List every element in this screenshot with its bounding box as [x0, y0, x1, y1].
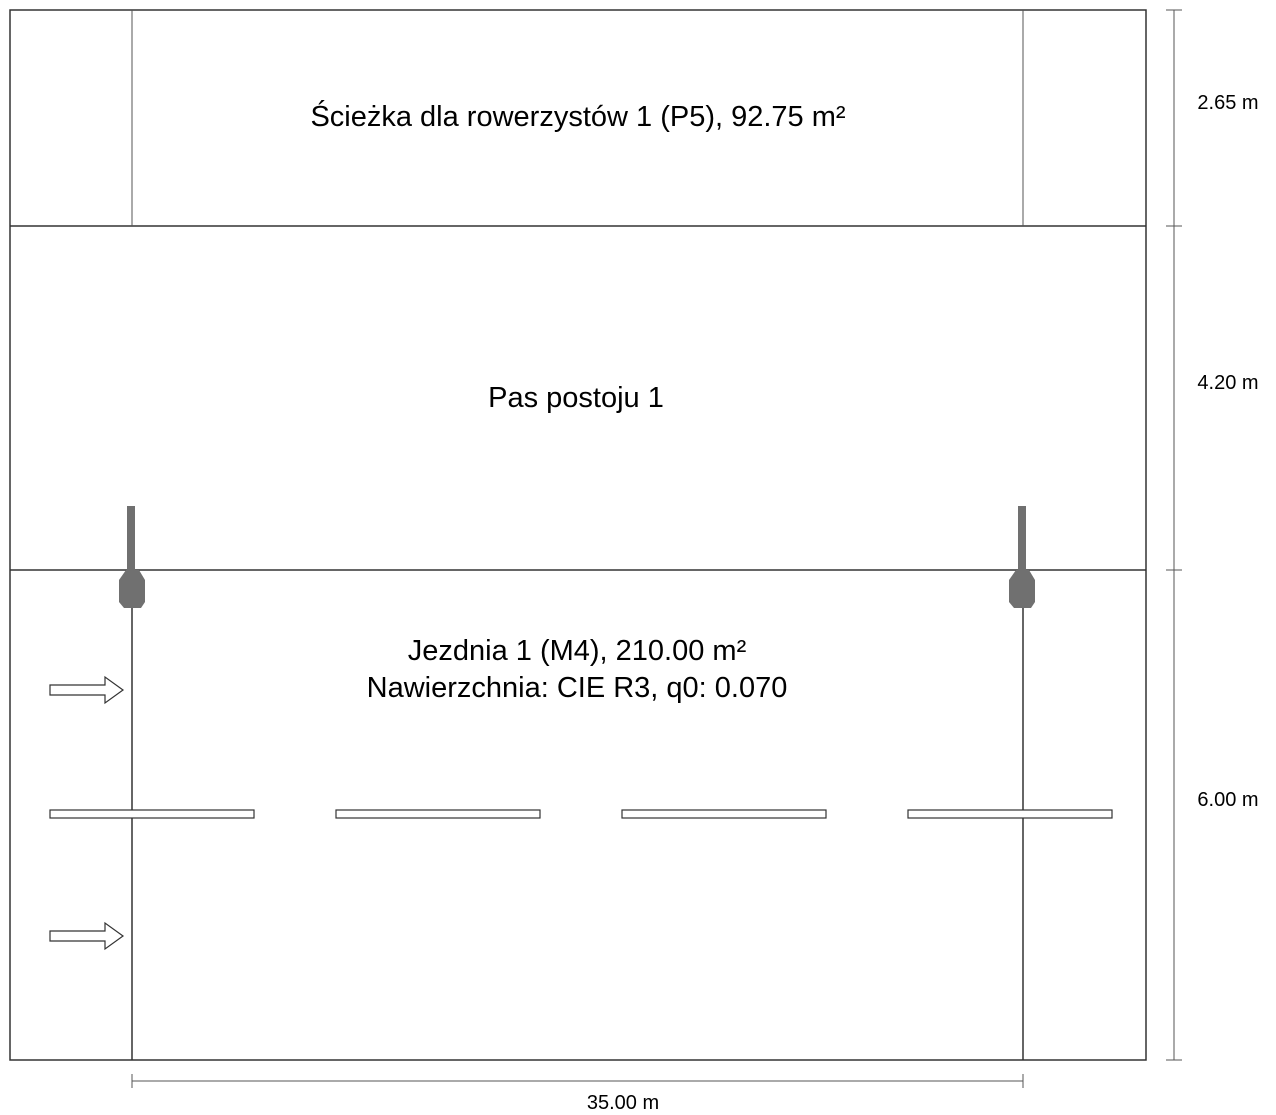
luminaire-icon	[119, 506, 145, 608]
roadway-surface-label: Nawierzchnia: CIE R3, q0: 0.070	[367, 672, 788, 704]
lane-marking	[621, 809, 827, 819]
luminaire-icon	[1009, 506, 1035, 608]
lane-marking	[335, 809, 541, 819]
arrow-right-icon	[49, 675, 125, 705]
dimension-bike-path: 2.65 m	[1197, 92, 1258, 114]
dimension-pole-spacing: 35.00 m	[587, 1092, 659, 1114]
lane-marking	[49, 809, 255, 819]
lane-marking	[907, 809, 1113, 819]
bike-path-label: Ścieżka dla rowerzystów 1 (P5), 92.75 m²	[310, 99, 845, 133]
roadway-label: Jezdnia 1 (M4), 210.00 m²	[408, 635, 747, 667]
arrow-right-icon	[49, 921, 125, 951]
diagram-frame	[9, 9, 1147, 1061]
parking-lane-label: Pas postoju 1	[488, 382, 664, 414]
dimension-parking-lane: 4.20 m	[1197, 372, 1258, 394]
dimension-roadway: 6.00 m	[1197, 789, 1258, 811]
